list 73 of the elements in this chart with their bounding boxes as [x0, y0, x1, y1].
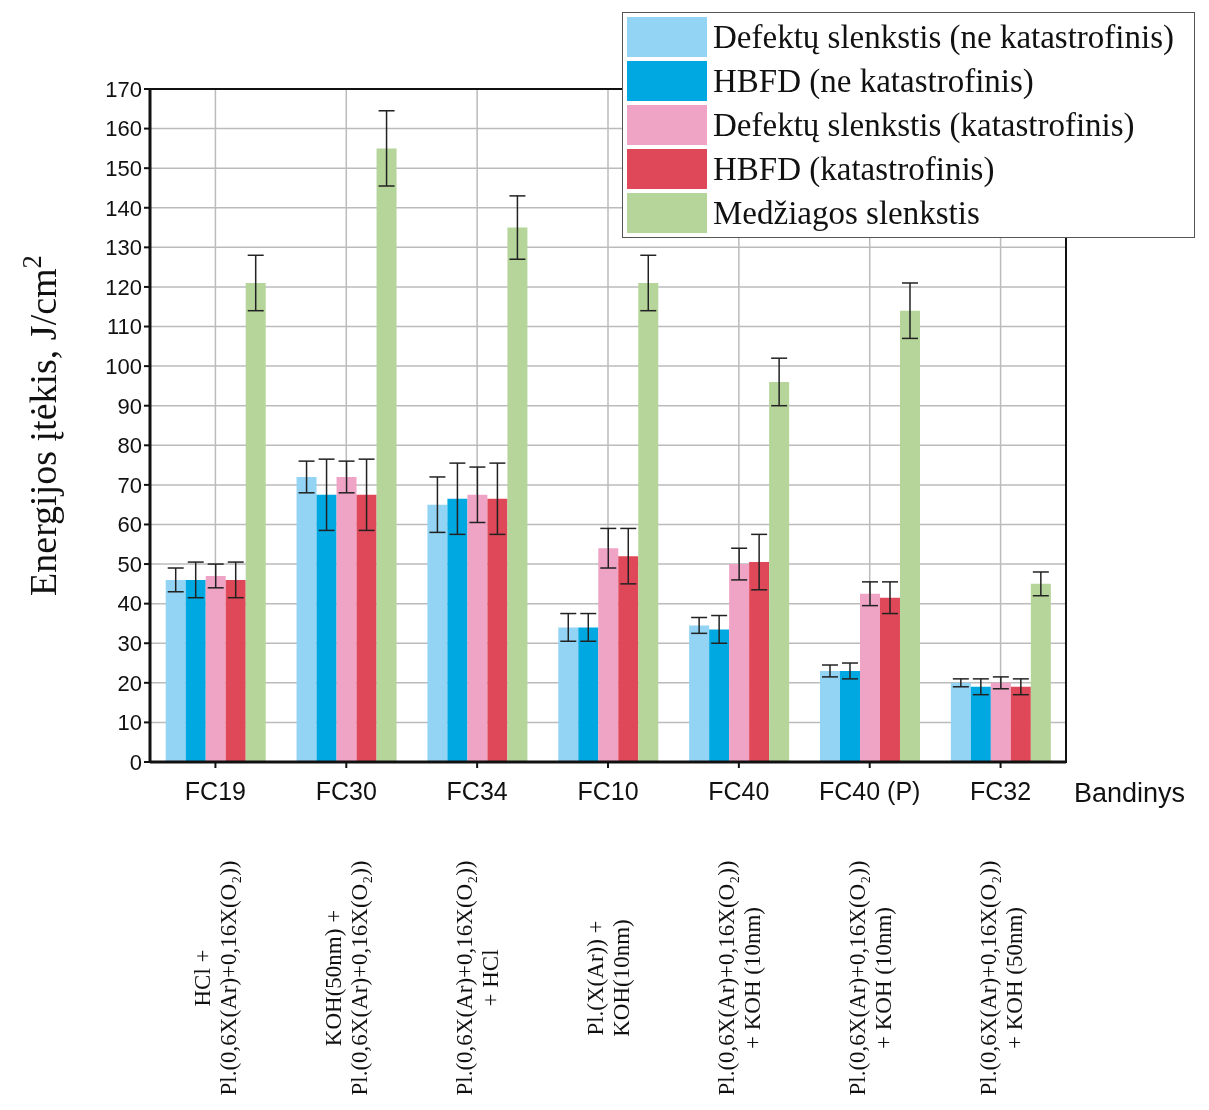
y-tick-label: 160: [105, 116, 142, 142]
legend-label: Defektų slenkstis (ne katastrofinis): [713, 18, 1174, 56]
y-tick-label: 120: [105, 274, 142, 300]
legend-label: Medžiagos slenkstis: [713, 194, 980, 232]
bar: [990, 682, 1011, 762]
bar: [316, 494, 337, 762]
bar: [769, 381, 790, 762]
y-tick-label: 140: [105, 195, 142, 221]
y-tick-label: 90: [117, 393, 142, 419]
y-tick-label: 10: [117, 710, 142, 736]
bar: [899, 310, 920, 762]
bar: [1030, 583, 1051, 762]
bar: [638, 282, 659, 762]
text: Pl.(0,6X(Ar)+0,16X(O₂)) + HCl: [452, 860, 504, 1096]
x-tick-label: FC32: [970, 777, 1032, 805]
bar: [467, 494, 488, 762]
y-tick-label: 30: [117, 631, 142, 657]
y-tick-label: 20: [117, 670, 142, 696]
x-axis-title: Bandinys: [1074, 778, 1186, 808]
bar: [507, 227, 528, 762]
legend-label: HBFD (ne katastrofinis): [713, 62, 1034, 100]
bar: [185, 579, 206, 762]
x-tick-label: FC40 (P): [819, 777, 921, 805]
bar: [376, 148, 397, 762]
bar: [336, 476, 357, 762]
bar: [729, 564, 750, 762]
y-tick-label: 170: [105, 76, 142, 102]
y-tick-label: 70: [117, 472, 142, 498]
bar: [558, 627, 579, 762]
bar: [245, 282, 266, 762]
y-tick-label: 60: [117, 512, 142, 538]
y-tick-label: 110: [106, 314, 142, 340]
y-tick-label: 100: [105, 353, 142, 379]
bar: [970, 686, 991, 762]
bar: [225, 579, 246, 762]
bar: [859, 593, 880, 762]
bar: [598, 548, 619, 762]
text: Pl.(X(Ar)) + KOH(10nm): [583, 919, 634, 1037]
bar: [356, 494, 377, 762]
bar: [296, 476, 317, 762]
text: Pl.(0,6X(Ar)+0,16X(O₂)) + KOH (50nm): [975, 860, 1027, 1096]
legend-label: Defektų slenkstis (katastrofinis): [713, 106, 1135, 144]
legend-label: HBFD (katastrofinis): [713, 150, 995, 188]
text: HCl + Pl.(0,6X(Ar)+0,16X(O₂)): [190, 860, 242, 1096]
bar: [447, 498, 468, 762]
bar: [879, 597, 900, 762]
bar: [950, 682, 971, 762]
x-tick-label: FC10: [577, 777, 639, 805]
bar: [205, 575, 226, 762]
text: Pl.(0,6X(Ar)+0,16X(O₂)) + KOH (10nm): [844, 860, 896, 1096]
bar: [487, 498, 508, 762]
x-tick-label: FC34: [446, 777, 508, 805]
y-tick-label: 0: [129, 749, 142, 775]
bar: [618, 556, 639, 762]
x-tick-label: FC30: [315, 777, 377, 805]
bar: [689, 625, 710, 762]
y-tick-label: 150: [105, 155, 142, 181]
bar: [839, 670, 860, 762]
y-tick-label: 50: [117, 551, 142, 577]
y-tick-label: 80: [117, 433, 142, 459]
x-tick-label: FC19: [184, 777, 246, 805]
text: Pl.(0,6X(Ar)+0,16X(O₂)) + KOH (10nm): [713, 860, 765, 1096]
bar: [578, 627, 599, 762]
y-tick-label: 130: [105, 235, 142, 261]
y-tick-label: 40: [117, 591, 142, 617]
bar: [749, 562, 770, 762]
text: KOH(50nm) + Pl.(0,6X(Ar)+0,16X(O₂)): [321, 860, 373, 1096]
bar: [1010, 686, 1031, 762]
bar: [427, 504, 448, 762]
bar: [709, 629, 730, 762]
x-tick-label: FC40: [708, 777, 770, 805]
bar: [819, 670, 840, 762]
bar: [165, 579, 186, 762]
